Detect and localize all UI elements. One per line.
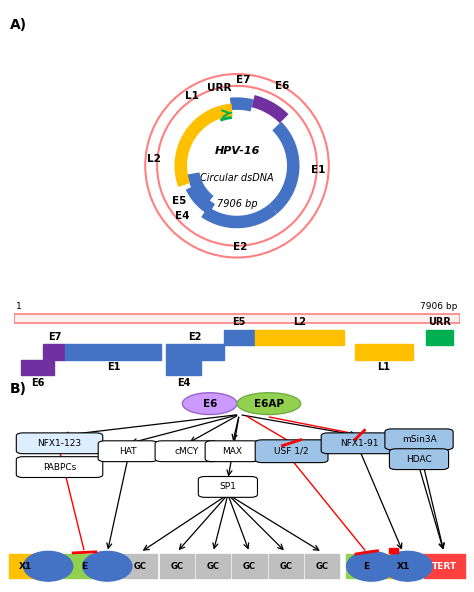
FancyBboxPatch shape: [98, 441, 157, 462]
FancyBboxPatch shape: [390, 449, 448, 469]
Bar: [232, 554, 266, 578]
Text: USF 1/2: USF 1/2: [274, 447, 309, 456]
Text: 7906 bp: 7906 bp: [217, 200, 257, 209]
Text: 1: 1: [17, 302, 22, 311]
Text: Circular dsDNA: Circular dsDNA: [200, 173, 274, 182]
Text: GC: GC: [316, 562, 329, 571]
Text: GC: GC: [170, 562, 183, 571]
Text: GC: GC: [279, 562, 292, 571]
FancyBboxPatch shape: [321, 433, 399, 453]
Bar: [9, 554, 41, 578]
Text: GC: GC: [207, 562, 219, 571]
Text: E6: E6: [202, 398, 217, 408]
Text: GC: GC: [243, 562, 256, 571]
Text: SP1: SP1: [219, 482, 237, 491]
Bar: [390, 548, 398, 554]
Text: L2: L2: [147, 154, 161, 164]
Text: E6: E6: [31, 378, 44, 388]
Text: E5: E5: [172, 196, 186, 206]
Text: L1: L1: [377, 362, 391, 372]
Ellipse shape: [237, 392, 301, 414]
Text: E1: E1: [311, 165, 326, 175]
Ellipse shape: [24, 551, 73, 581]
Text: E2: E2: [233, 242, 247, 252]
Text: L2: L2: [293, 317, 306, 327]
Text: E5: E5: [233, 317, 246, 327]
Bar: [224, 330, 255, 345]
Text: URR: URR: [207, 83, 231, 93]
Text: HPV-16: HPV-16: [214, 146, 260, 156]
Text: PABPCs: PABPCs: [43, 462, 76, 472]
Text: E2: E2: [188, 332, 201, 342]
Bar: [43, 345, 65, 360]
Bar: [166, 360, 201, 375]
Bar: [166, 345, 224, 360]
FancyBboxPatch shape: [385, 429, 453, 450]
FancyBboxPatch shape: [155, 441, 219, 462]
Text: URR: URR: [428, 317, 451, 327]
FancyBboxPatch shape: [198, 477, 257, 497]
Bar: [355, 345, 413, 360]
FancyBboxPatch shape: [16, 433, 103, 453]
Bar: [160, 554, 194, 578]
Text: HDAC: HDAC: [406, 455, 432, 464]
Text: B): B): [9, 382, 27, 396]
FancyBboxPatch shape: [16, 456, 103, 478]
FancyBboxPatch shape: [14, 314, 460, 323]
Bar: [65, 345, 161, 360]
Bar: [123, 554, 157, 578]
Text: NFX1-123: NFX1-123: [37, 439, 82, 448]
Ellipse shape: [346, 551, 396, 581]
Bar: [387, 554, 419, 578]
Text: E7: E7: [236, 75, 250, 85]
Text: MAX: MAX: [222, 447, 242, 456]
Bar: [305, 554, 339, 578]
Text: E4: E4: [177, 378, 190, 388]
Text: E: E: [82, 562, 88, 571]
Text: X1: X1: [19, 562, 32, 571]
Text: E6: E6: [275, 81, 290, 91]
Bar: [346, 554, 387, 578]
Bar: [64, 554, 105, 578]
Bar: [426, 330, 453, 345]
Bar: [21, 360, 55, 375]
Text: L1: L1: [185, 91, 199, 101]
Ellipse shape: [182, 392, 237, 414]
Text: A): A): [9, 18, 27, 32]
Text: mSin3A: mSin3A: [401, 435, 437, 444]
Ellipse shape: [383, 551, 432, 581]
Bar: [269, 554, 303, 578]
Text: TERT: TERT: [431, 562, 456, 571]
Text: E7: E7: [47, 332, 61, 342]
Bar: [424, 554, 465, 578]
Text: E4: E4: [175, 211, 190, 221]
Text: E: E: [364, 562, 370, 571]
Text: X1: X1: [396, 562, 410, 571]
Text: NFX1-91: NFX1-91: [341, 439, 379, 448]
Bar: [196, 554, 230, 578]
Text: HAT: HAT: [119, 447, 137, 456]
Text: E6AP: E6AP: [254, 398, 284, 408]
Ellipse shape: [83, 551, 132, 581]
Text: E1: E1: [107, 362, 120, 372]
Bar: [255, 330, 344, 345]
Text: cMCY: cMCY: [175, 447, 199, 456]
Text: GC: GC: [134, 562, 147, 571]
Text: 7906 bp: 7906 bp: [420, 302, 457, 311]
FancyBboxPatch shape: [205, 441, 260, 462]
FancyBboxPatch shape: [255, 440, 328, 462]
